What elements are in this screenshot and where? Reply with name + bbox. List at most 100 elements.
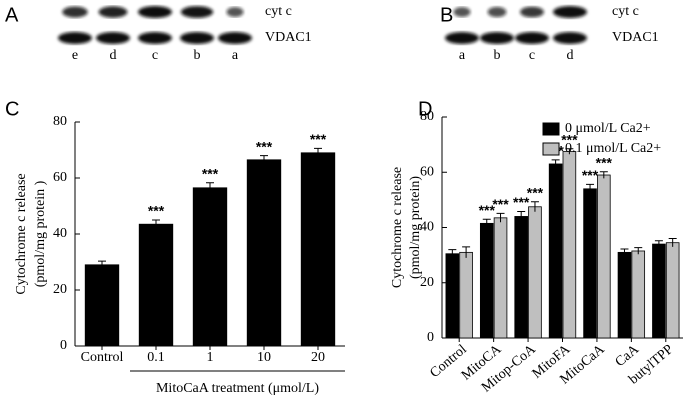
legend-label: 0 μmol/L Ca2+ — [565, 121, 651, 136]
lane-label: d — [567, 48, 574, 63]
lane-label: b — [194, 48, 201, 63]
blot-band — [515, 32, 549, 44]
blot-band — [226, 7, 244, 17]
error-bar — [599, 171, 608, 179]
y-tick-label: 40 — [53, 226, 67, 241]
significance: *** — [492, 196, 509, 212]
significance: *** — [561, 131, 578, 147]
y-axis-label: Cytochrome c release — [14, 173, 29, 294]
blot-band — [138, 6, 172, 18]
bar — [597, 174, 611, 339]
y-axis-label: (pmol/mg protein) — [408, 176, 423, 279]
lane-label: d — [110, 48, 117, 63]
blot-band — [445, 32, 479, 44]
y-tick-label: 20 — [420, 275, 434, 290]
error-bar — [462, 246, 471, 258]
bar — [493, 217, 508, 339]
bar — [631, 250, 646, 339]
y-tick-label: 0 — [60, 338, 67, 353]
y-tick-label: 20 — [53, 282, 67, 297]
x-tick-label: Control — [81, 350, 124, 365]
significance: *** — [527, 185, 544, 201]
significance: *** — [479, 202, 496, 218]
error-bar — [482, 218, 491, 228]
error-bar — [98, 260, 106, 269]
lane-label: c — [152, 48, 158, 63]
error-bar — [530, 201, 539, 212]
y-tick-label: 60 — [53, 170, 67, 185]
error-bar — [314, 147, 322, 158]
y-tick-label: 40 — [420, 220, 434, 235]
bar — [548, 163, 563, 339]
bar — [514, 216, 528, 339]
significance: *** — [148, 203, 165, 219]
error-bar — [654, 240, 663, 248]
bar — [459, 251, 473, 339]
significance: *** — [202, 165, 219, 181]
error-bar — [206, 182, 214, 193]
blot-band — [520, 6, 544, 18]
y-tick-label: 80 — [53, 114, 67, 129]
error-bar — [448, 249, 457, 258]
panel-label: D — [418, 98, 432, 120]
bar — [652, 243, 666, 339]
significance: *** — [513, 194, 530, 210]
bar — [479, 222, 494, 339]
significance: *** — [256, 138, 273, 154]
row-label: VDAC1 — [612, 30, 659, 45]
blot-band — [480, 32, 514, 44]
blot-band — [98, 6, 128, 18]
blot-band — [487, 6, 507, 18]
row-label: VDAC1 — [265, 30, 312, 45]
blot-band — [218, 32, 252, 44]
x-tick-label: 10 — [257, 350, 271, 365]
bar — [138, 223, 174, 347]
blot-band — [96, 32, 130, 44]
y-tick-label: 80 — [420, 109, 434, 124]
x-tick-label: 0.1 — [147, 350, 165, 365]
legend-swatch — [542, 142, 560, 156]
error-bar — [565, 148, 574, 155]
significance: *** — [310, 131, 327, 147]
error-bar — [668, 238, 677, 247]
error-bar — [551, 159, 560, 169]
blot-band — [58, 32, 92, 44]
blot-band — [453, 7, 471, 17]
y-tick-label: 60 — [420, 164, 434, 179]
lane-label: a — [459, 48, 466, 63]
bar — [665, 242, 680, 339]
y-tick-label: 0 — [427, 330, 434, 345]
row-label: cyt c — [612, 4, 639, 19]
blot-band — [62, 6, 88, 18]
lane-label: b — [494, 48, 501, 63]
panel-label: C — [5, 98, 19, 120]
bar — [528, 206, 542, 339]
x-tick-label: 1 — [207, 350, 214, 365]
blot-band — [138, 32, 172, 44]
blot-band — [180, 6, 214, 18]
bar — [445, 253, 460, 339]
error-bar — [496, 212, 505, 223]
lane-label: c — [529, 48, 535, 63]
x-tick-label: 20 — [311, 350, 325, 365]
bar — [300, 152, 336, 347]
error-bar — [152, 219, 160, 229]
y-axis-label: Cytochrome c release — [390, 167, 405, 288]
significance: *** — [582, 167, 599, 183]
bar — [192, 187, 228, 347]
error-bar — [586, 183, 595, 194]
error-bar — [260, 155, 268, 164]
error-bar — [620, 248, 629, 256]
legend-swatch — [542, 122, 560, 136]
lane-label: a — [232, 48, 239, 63]
bar — [562, 151, 577, 339]
error-bar — [517, 210, 526, 222]
bar — [84, 264, 120, 347]
bar — [246, 159, 282, 347]
bar — [583, 188, 597, 339]
legend-label: 0.1 μmol/L Ca2+ — [565, 141, 661, 156]
blot-band — [553, 32, 587, 44]
bar — [617, 251, 632, 339]
y-axis-label: (pmol/mg protein ) — [33, 180, 48, 287]
